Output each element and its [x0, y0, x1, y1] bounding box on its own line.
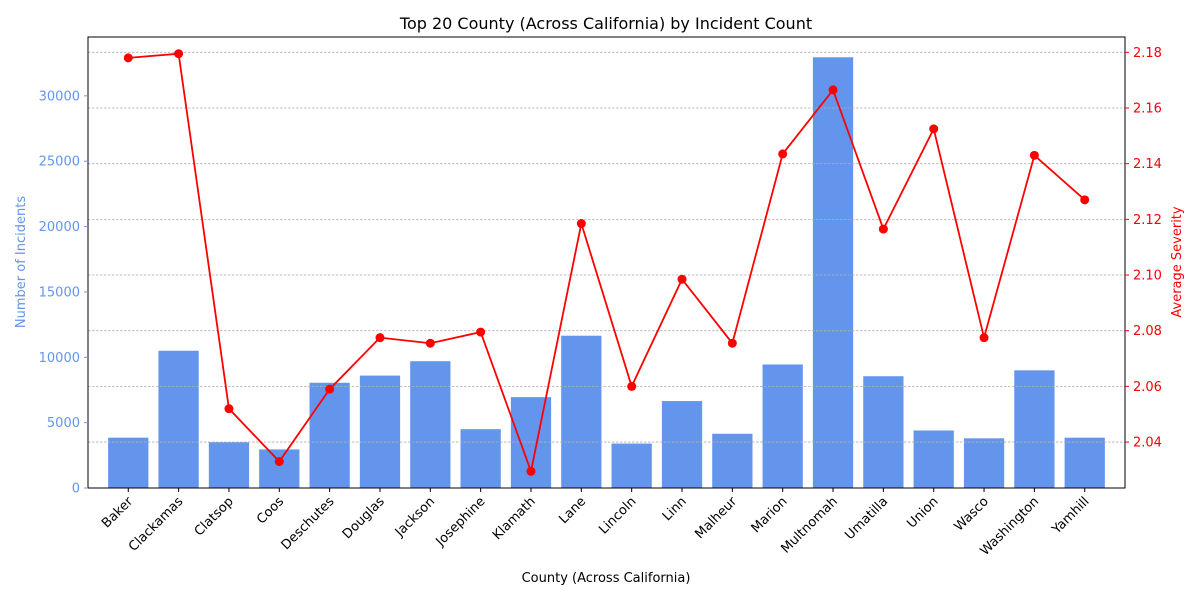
bar	[812, 57, 854, 488]
x-tick-label: Malheur	[692, 494, 740, 542]
bar	[1014, 370, 1055, 488]
bar	[1064, 437, 1105, 488]
bar-series	[108, 57, 1105, 488]
severity-point	[224, 404, 234, 414]
severity-point	[1029, 150, 1039, 160]
x-tick-label: Yamhill	[1049, 494, 1093, 538]
severity-point	[476, 327, 486, 337]
right-y-tick-label: 2.06	[1133, 380, 1162, 395]
gridlines	[88, 51, 1125, 443]
x-tick-label: Klamath	[490, 494, 539, 543]
bar	[863, 376, 904, 488]
severity-point	[1080, 195, 1090, 205]
right-y-tick-label: 2.18	[1133, 46, 1162, 61]
line-series	[123, 49, 1090, 476]
right-y-tick-label: 2.12	[1133, 213, 1162, 228]
severity-point	[425, 338, 435, 348]
right-y-tick-label: 2.14	[1133, 157, 1162, 172]
x-tick-label: Union	[904, 494, 941, 531]
chart-title: Top 20 County (Across California) by Inc…	[399, 14, 812, 33]
plot-frame	[87, 36, 1126, 489]
right-y-axis: 2.04 2.06 2.08 2.10 2.12 2.14 2.16 2.18	[1125, 46, 1162, 451]
severity-line	[128, 52, 1086, 475]
x-tick-label: Deschutes	[279, 494, 338, 553]
bar	[963, 438, 1005, 488]
severity-point	[375, 333, 385, 343]
left-y-tick-label: 25000	[39, 155, 80, 170]
bar	[108, 437, 149, 488]
bar	[158, 350, 199, 488]
right-y-tick-label: 2.08	[1133, 324, 1162, 339]
x-tick-label: Wasco	[952, 494, 992, 534]
left-y-tick-label: 20000	[39, 220, 80, 235]
bar	[762, 364, 803, 488]
x-tick-label: Jackson	[392, 494, 438, 540]
severity-point	[627, 381, 637, 391]
x-tick-label: Clackamas	[126, 494, 187, 555]
right-y-tick-label: 2.04	[1133, 436, 1162, 451]
bar	[561, 335, 602, 488]
severity-point	[274, 457, 284, 467]
severity-point	[878, 224, 888, 234]
bar	[309, 382, 350, 488]
left-y-tick-label: 10000	[39, 351, 80, 366]
severity-point	[123, 53, 133, 63]
bar	[259, 449, 300, 488]
plot-border	[87, 36, 1126, 489]
x-tick-label: Umatilla	[842, 494, 891, 543]
severity-point	[778, 149, 788, 159]
left-y-tick-label: 5000	[47, 416, 80, 431]
severity-point	[979, 333, 989, 343]
x-tick-label: Coos	[254, 494, 287, 527]
right-y-tick-label: 2.10	[1133, 269, 1162, 284]
severity-point	[828, 85, 838, 95]
left-y-tick-label: 0	[72, 482, 80, 497]
x-tick-label: Clatsop	[192, 494, 237, 539]
bar	[913, 430, 954, 488]
x-tick-label: Linn	[660, 494, 690, 524]
x-tick-label: Lincoln	[596, 494, 639, 537]
x-tick-label: Douglas	[340, 494, 388, 542]
bar	[208, 442, 250, 488]
bar	[712, 433, 753, 488]
right-y-axis-label: Average Severity	[1170, 206, 1185, 318]
x-tick-label: Marion	[749, 494, 791, 536]
bar	[661, 401, 703, 488]
severity-point	[325, 384, 335, 394]
right-y-tick-label: 2.16	[1133, 101, 1162, 116]
bar	[460, 429, 501, 488]
left-y-axis-label: Number of Incidents	[14, 196, 29, 328]
x-tick-label: Josephine	[433, 494, 489, 550]
severity-point	[576, 219, 586, 229]
bar	[611, 443, 652, 488]
left-y-tick-label: 15000	[39, 285, 80, 300]
severity-point	[929, 124, 939, 134]
severity-point	[526, 466, 536, 476]
severity-point	[727, 338, 737, 348]
x-tick-label: Lane	[556, 494, 589, 527]
left-y-axis: 0 5000 10000 15000 20000 25000 30000	[39, 89, 88, 497]
bar	[410, 361, 451, 488]
bar	[359, 375, 401, 488]
left-y-tick-label: 30000	[39, 89, 80, 104]
severity-point	[677, 274, 687, 284]
x-tick-label: Baker	[99, 494, 136, 531]
x-axis-label: County (Across California)	[522, 571, 691, 586]
severity-point	[174, 49, 184, 59]
